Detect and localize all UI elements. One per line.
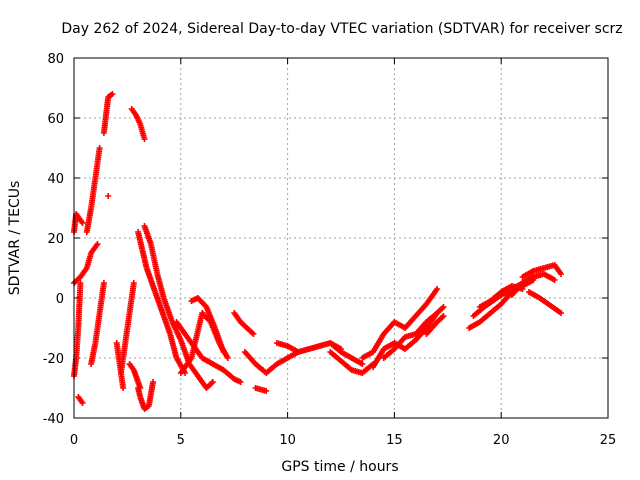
data-point [558,271,565,277]
ticks: 0 5 10 15 20 25 -40 -20 0 20 40 60 80 [43,52,617,448]
data-point [434,310,441,316]
y-tick-label: 20 [47,232,64,247]
data-point [250,331,257,337]
data-point [558,310,565,316]
plot-frame [73,57,609,419]
data-point [94,241,101,247]
data-point [109,91,116,97]
chart-title: Day 262 of 2024, Sidereal Day-to-day VTE… [61,21,622,37]
data-point [220,349,227,355]
x-tick-label: 25 [600,433,617,448]
x-tick-label: 10 [279,433,296,448]
x-tick-label: 0 [70,433,78,448]
y-tick-label: 0 [56,292,64,307]
data-point [77,280,84,286]
data-point [440,304,447,310]
data-point [263,388,270,394]
y-tick-label: 80 [47,52,64,67]
data-point [434,286,441,292]
data-point [551,277,558,283]
x-tick-label: 20 [493,433,510,448]
data-point [120,385,127,391]
x-tick-label: 5 [177,433,185,448]
data-point [224,355,231,361]
x-axis-label: GPS time / hours [281,459,398,475]
y-tick-label: -20 [43,352,64,367]
data-point [105,193,112,199]
data-points [71,91,565,412]
data-point [141,136,148,142]
data-point [79,220,86,226]
y-tick-label: -40 [43,412,64,427]
y-tick-label: 60 [47,112,64,127]
data-point [79,400,86,406]
data-point [209,379,216,385]
data-point [100,280,107,286]
data-point [359,361,366,367]
data-point [150,379,157,385]
data-point [96,145,103,151]
data-point [440,313,447,319]
y-axis-label: SDTVAR / TECUs [7,181,23,296]
y-tick-label: 40 [47,172,64,187]
data-point [237,379,244,385]
x-tick-label: 15 [386,433,403,448]
data-point [130,280,137,286]
